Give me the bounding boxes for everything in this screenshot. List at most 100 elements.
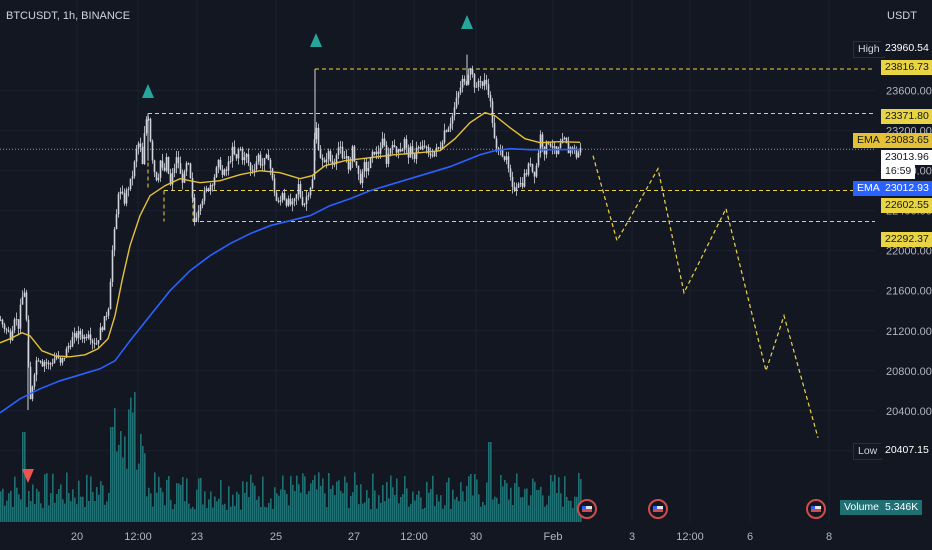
candle-body [491,101,494,123]
volume-bar [56,494,58,522]
candle-body [455,97,458,108]
candle-body [237,149,240,159]
candle-body [269,160,272,169]
volume-bar [192,506,194,522]
candle-body [207,188,210,191]
candle-body [489,95,492,102]
candle-body [277,200,280,202]
volume-bar [434,506,436,522]
candle-body [441,142,444,149]
volume-bar [186,478,188,522]
candle-body [25,292,28,320]
volume-bar [480,506,482,522]
candle-body [23,292,26,297]
volume-bar [370,509,372,522]
volume-bar [558,477,560,522]
event-icons[interactable] [577,499,826,519]
volume-bar [288,505,290,522]
candle-body [91,340,94,344]
volume-bar [46,473,48,522]
volume-bar [326,507,328,522]
volume-bar [392,487,394,522]
volume-bar [482,502,484,522]
candle-body [299,184,302,198]
candle-body [521,183,524,187]
volume-bar [116,451,118,522]
volume-bar [156,492,158,522]
flag-stripe [582,506,592,509]
candle-body [107,309,110,316]
volume-bar [530,495,532,522]
candle-body [341,146,344,158]
volume-bar [32,484,34,522]
volume-bar [144,453,146,522]
candle-body [15,319,18,321]
candle-body [335,155,338,164]
volume-bar [466,486,468,522]
volume-bar [18,494,20,522]
candle-body [353,146,356,162]
volume-bar [408,506,410,522]
volume-bar [350,495,352,522]
candle-body [553,146,556,148]
candle-body [223,169,226,175]
volume-bar [490,442,492,522]
volume-bar [54,502,56,522]
candle-body [179,163,182,174]
volume-bar [294,491,296,522]
y-tick-label: 21600.00 [886,286,932,298]
volume-bar [110,427,112,522]
candle-body [377,151,380,154]
candle-body [435,147,438,152]
x-tick-label: 3 [629,531,635,543]
volume-bar [292,484,294,522]
candle-body [59,357,62,363]
candle-body [503,156,506,160]
volume-bar [344,476,346,522]
volume-bar [164,505,166,522]
volume-bar [62,499,64,522]
candle-body [45,362,48,364]
volume-bar [516,473,518,522]
volume-bar [390,475,392,522]
candle-body [197,210,200,218]
volume-bar [248,497,250,522]
candle-body [375,151,378,155]
volume-bar [572,508,574,522]
volume-bar [182,476,184,522]
candle-body [39,361,42,363]
symbol-title[interactable]: BTCUSDT, 1h, BINANCE [6,10,131,22]
volume-bar [562,506,564,522]
candle-body [9,331,12,341]
volume-bar [140,433,142,522]
candle-body [545,141,548,155]
volume-bar [136,469,138,522]
volume-bar [36,488,38,522]
candle-body [5,329,8,331]
volume-bar [304,476,306,522]
candle-body [167,157,170,174]
volume-bar [204,491,206,522]
candle-body [445,130,448,132]
volume-bar [100,481,102,522]
volume-bar [226,509,228,522]
candle-body [151,141,154,161]
volume-bar [514,483,516,522]
candle-body [513,186,516,191]
candle-body [227,161,230,171]
candle-body [405,139,408,148]
volume-bar [462,491,464,522]
candle-body [365,162,368,172]
candle-body [63,357,66,359]
volume-bar [522,497,524,522]
volume-bar [152,506,154,522]
volume-bar [338,480,340,522]
volume-bar [142,445,144,522]
volume-bar [270,498,272,522]
volume-bar [574,496,576,522]
candle-body [71,336,74,347]
volume-bar [34,503,36,522]
volume-bar [528,505,530,522]
volume-bar [64,503,66,522]
